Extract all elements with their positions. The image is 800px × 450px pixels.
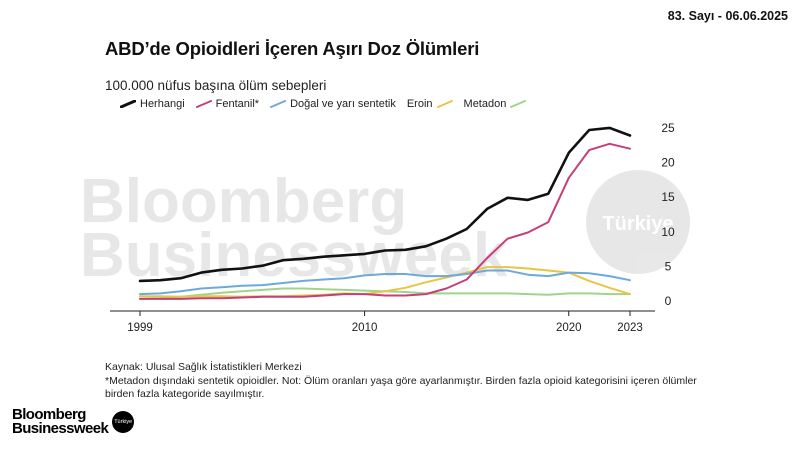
series-line-natural — [139, 269, 631, 296]
legend-swatch-natural — [270, 100, 287, 108]
legend-item-any: Herhangi — [120, 98, 185, 110]
x-tick-label: 1999 — [127, 322, 153, 334]
legend-label-natural: Doğal ve yarı sentetik — [290, 98, 396, 110]
y-tick-label: 15 — [661, 190, 675, 204]
legend-item-methadone: Metadon — [464, 98, 527, 110]
brand-wordmark: Bloomberg Businessweek — [12, 406, 109, 437]
legend-label-fentanyl: Fentanil* — [215, 98, 260, 110]
legend-swatch-methadone — [510, 100, 527, 108]
legend-label-heroin: Eroin — [406, 98, 433, 110]
chart-title: ABD’de Opioidleri İçeren Aşırı Doz Ölüml… — [105, 38, 480, 59]
legend-item-fentanyl: Fentanil* — [195, 98, 260, 110]
source-text: Kaynak: Ulusal Sağlık İstatistikleri Mer… — [105, 361, 302, 373]
legend-swatch-any — [120, 100, 136, 108]
series-lines — [138, 126, 632, 300]
chart-footnotes: Kaynak: Ulusal Sağlık İstatistikleri Mer… — [105, 361, 725, 402]
y-tick-label: 25 — [661, 121, 675, 135]
x-tick-label: 2020 — [556, 322, 582, 334]
brand-badge: Türkiye — [112, 411, 135, 433]
legend-item-heroin: Eroin — [407, 98, 453, 110]
watermark-line1: Bloomberg — [80, 167, 407, 236]
watermark-badge-text: Türkiye — [602, 213, 673, 235]
watermark-badge-circle — [586, 170, 690, 274]
x-tick-label: 2023 — [617, 322, 643, 334]
y-tick-label: 10 — [661, 225, 675, 239]
note-text: *Metadon dışındaki sentetik opioidler. N… — [105, 374, 697, 401]
chart-legend: Herhangi Fentanil* Doğal ve yarı senteti… — [120, 98, 537, 110]
x-tick-label: 2010 — [352, 322, 378, 334]
brand-line1: Bloomberg — [12, 406, 86, 423]
y-tick-label: 5 — [665, 259, 672, 273]
watermark: Bloomberg Businessweek Türkiye — [80, 167, 690, 290]
legend-swatch-heroin — [436, 100, 453, 108]
brand-logo: Bloomberg Businessweek Türkiye — [12, 406, 135, 437]
y-axis-ticks: 0 5 10 15 20 25 — [661, 121, 675, 308]
chart-subtitle: 100.000 nüfus başına ölüm sebepleri — [105, 78, 327, 93]
y-tick-label: 20 — [661, 156, 675, 170]
legend-label-any: Herhangi — [140, 98, 185, 110]
brand-line2: Businessweek — [12, 420, 109, 437]
y-tick-label: 0 — [665, 294, 672, 308]
legend-label-methadone: Metadon — [463, 98, 507, 110]
series-line-heroin — [139, 266, 631, 298]
series-line-any — [138, 126, 632, 283]
issue-date: 83. Sayı - 06.06.2025 — [667, 9, 788, 23]
legend-item-natural: Doğal ve yarı sentetik — [270, 98, 396, 110]
x-axis-ticks: 1999 2010 2020 2023 — [127, 311, 643, 334]
series-line-fentanyl — [139, 142, 631, 300]
legend-swatch-fentanyl — [195, 100, 212, 108]
watermark-line2: Businessweek — [80, 221, 508, 290]
